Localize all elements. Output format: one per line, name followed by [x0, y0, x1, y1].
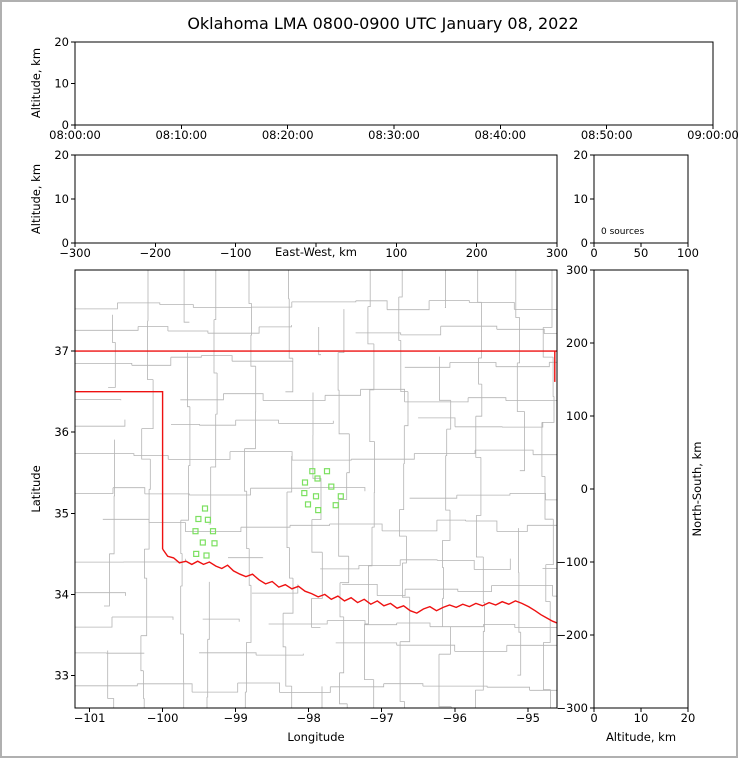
- panel-ns_height: 0 10 20 −300 −200 −100 0 100 200 300: [556, 263, 695, 725]
- ns_height-ytick-label: 100: [566, 409, 588, 423]
- ns_height-ytick-label: −300: [556, 701, 588, 715]
- map-xtick-label: −101: [74, 711, 106, 725]
- panel-ew_height: −300 −200 −100 100 200 300 0 10 20: [54, 148, 568, 260]
- time_height-xtick-label: 09:00:00: [687, 128, 738, 142]
- alt_histogram-ticks: [590, 154, 689, 247]
- station-marker: [301, 490, 308, 497]
- alt_histogram-xtick-label: 100: [677, 246, 699, 260]
- map-ylabel: Latitude: [29, 465, 43, 512]
- station-marker: [332, 502, 339, 509]
- time_height-xtick-label: 08:20:00: [262, 128, 314, 142]
- station-marker: [301, 479, 309, 486]
- map-xtick-label: −95: [516, 711, 540, 725]
- panel-time_height: 08:00:00 08:10:00 08:20:00 08:30:00 08:40:00…: [49, 35, 738, 142]
- ns-panel-ylabel: North-South, km: [690, 442, 704, 537]
- station-marker: [315, 507, 322, 514]
- ew-panel-xlabel: East-West, km: [275, 245, 357, 259]
- county-lines: [75, 270, 557, 708]
- lma-stations: [192, 468, 344, 559]
- time_height-ticks: [71, 41, 714, 129]
- map-xtick-label: −96: [443, 711, 467, 725]
- station-marker: [192, 528, 199, 535]
- station-marker: [314, 475, 321, 482]
- alt_histogram-ytick-label: 0: [581, 236, 588, 250]
- ew_height-xtick-label: 200: [466, 246, 488, 260]
- ns_height-ytick-label: 0: [581, 482, 588, 496]
- station-marker: [195, 515, 202, 523]
- ew_height-ytick-label: 20: [54, 148, 69, 162]
- ew_height-xtick-label: 100: [385, 246, 407, 260]
- map-ticks: [71, 350, 529, 712]
- ns_height-xtick-label: 10: [634, 711, 649, 725]
- ew_height-xtick-label: −300: [59, 246, 91, 260]
- map-xtick-label: −97: [370, 711, 394, 725]
- ns_height-ytick-label: 300: [566, 263, 588, 277]
- ns-panel-xlabel: Altitude, km: [606, 730, 676, 744]
- ew-panel-ylabel: Altitude, km: [29, 164, 43, 234]
- alt_histogram-xtick-label: 50: [634, 246, 649, 260]
- station-marker: [193, 550, 200, 558]
- station-marker: [199, 539, 206, 546]
- station-marker: [323, 468, 331, 475]
- alt_histogram-ytick-label: 10: [573, 192, 588, 206]
- station-marker: [203, 552, 210, 559]
- ns_height-xtick-label: 0: [590, 711, 597, 725]
- ew_height-xtick-label: −200: [140, 246, 172, 260]
- ns_height-ytick-label: −100: [556, 555, 588, 569]
- ew_height-ticks: [71, 154, 558, 247]
- ns_height-ytick-label: −200: [556, 628, 588, 642]
- time-panel-ylabel: Altitude, km: [29, 48, 43, 118]
- map-frame: [74, 269, 558, 709]
- map-xlabel: Longitude: [287, 730, 344, 744]
- map-xtick-label: −100: [147, 711, 179, 725]
- map-ytick-label: 33: [54, 669, 69, 683]
- time_height-xtick-label: 08:40:00: [474, 128, 526, 142]
- time_height-xtick-label: 08:50:00: [581, 128, 633, 142]
- station-marker: [209, 528, 217, 535]
- state-border-red_river: [162, 548, 557, 624]
- station-marker: [304, 501, 312, 508]
- station-marker: [211, 540, 218, 547]
- panel-alt_histogram: 0 50 100 0 10 20: [573, 148, 699, 260]
- sources-count-label: 0 sources: [601, 227, 644, 237]
- time_height-ytick-label: 0: [62, 118, 69, 132]
- time_height-xtick-label: 08:00:00: [49, 128, 101, 142]
- ew_height-xtick-label: −100: [220, 246, 252, 260]
- station-marker: [201, 505, 209, 512]
- map-ytick-label: 35: [54, 506, 69, 520]
- chart-title: Oklahoma LMA 0800-0900 UTC January 08, 2…: [187, 14, 578, 33]
- ew_height-ytick-label: 10: [54, 192, 69, 206]
- ew_height-frame: [74, 154, 558, 244]
- ew_height-xtick-label: 300: [546, 246, 568, 260]
- time_height-xtick-label: 08:10:00: [155, 128, 207, 142]
- state-border-panhandle: [75, 391, 164, 549]
- time_height-ytick-label: 10: [54, 77, 69, 91]
- time_height-ytick-label: 20: [54, 35, 69, 49]
- panel-map: −101 −100 −99 −98 −97 −96 −95 33 34 35 36 37: [54, 269, 558, 725]
- alt_histogram-xtick-label: 0: [590, 246, 597, 260]
- time_height-frame: [74, 41, 714, 126]
- map-xtick-label: −98: [297, 711, 321, 725]
- station-marker: [312, 493, 320, 500]
- map-ytick-label: 36: [54, 425, 69, 439]
- station-marker: [328, 483, 335, 490]
- map-ytick-label: 34: [54, 587, 69, 601]
- station-marker: [337, 493, 344, 500]
- ns_height-xtick-label: 20: [681, 711, 696, 725]
- ew_height-ytick-label: 0: [62, 236, 69, 250]
- station-marker: [309, 468, 316, 475]
- map-xtick-label: −99: [224, 711, 248, 725]
- ns_height-ticks: [590, 269, 689, 712]
- map-content: [75, 270, 557, 708]
- map-ytick-label: 37: [54, 344, 69, 358]
- ns_height-ytick-label: 200: [566, 336, 588, 350]
- station-marker: [204, 516, 211, 523]
- alt_histogram-ytick-label: 20: [573, 148, 588, 162]
- time_height-xtick-label: 08:30:00: [368, 128, 420, 142]
- ns_height-frame: [593, 269, 689, 709]
